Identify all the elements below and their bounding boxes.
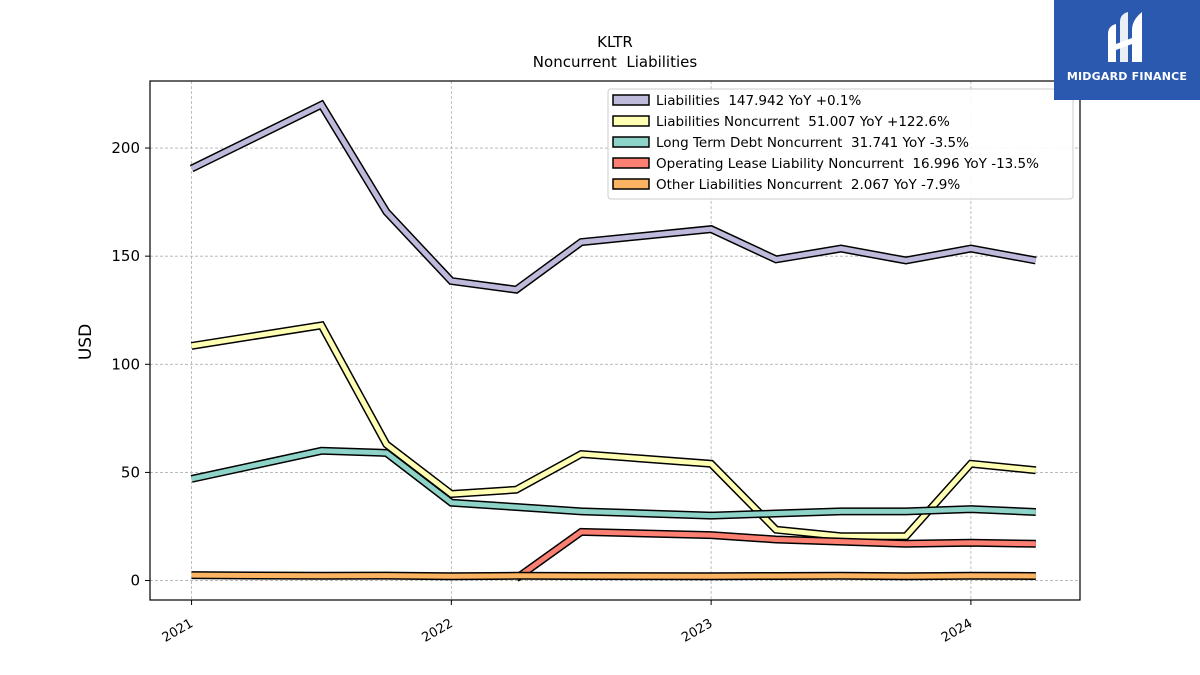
- series-line-outline: [190, 320, 1037, 541]
- series-line-fill: [514, 529, 1036, 581]
- series-line: [191, 571, 1036, 581]
- legend-entry: Other Liabilities Noncurrent 2.067 YoY -…: [656, 177, 960, 193]
- x-tick-label: 2021: [160, 616, 196, 646]
- x-tick-label: 2022: [420, 616, 456, 646]
- y-axis-label: USD: [76, 324, 96, 360]
- series-line: [190, 320, 1037, 541]
- brand-logo-text: MIDGARD FINANCE: [1066, 70, 1188, 83]
- y-tick-label: 150: [111, 247, 140, 265]
- midgard-logo-icon: [1108, 12, 1142, 62]
- x-tick-label: 2023: [679, 616, 715, 646]
- legend-entry: Operating Lease Liability Noncurrent 16.…: [656, 156, 1039, 172]
- series-line: [513, 527, 1036, 582]
- chart-subtitle: Noncurrent Liabilities: [533, 53, 698, 71]
- legend: Liabilities 147.942 YoY +0.1% Liabilities…: [607, 88, 1074, 200]
- series-line: [189, 99, 1037, 294]
- plot-frame: [149, 80, 1081, 601]
- legend-entry: Liabilities Noncurrent 51.007 YoY +122.6…: [656, 114, 950, 130]
- legend-box: [607, 88, 1074, 200]
- y-tick-label: 50: [121, 463, 140, 481]
- legend-entry: Liabilities 147.942 YoY +0.1%: [656, 93, 861, 109]
- y-tick-label: 0: [130, 572, 140, 590]
- series-line-fill: [191, 322, 1037, 539]
- series-line-fill: [190, 101, 1037, 293]
- legend-swatch: [612, 94, 650, 106]
- legend-entry: Long Term Debt Noncurrent 31.741 YoY -3.…: [656, 135, 969, 151]
- series-line-fill: [191, 448, 1036, 519]
- legend-swatch: [612, 157, 650, 169]
- series-line: [190, 446, 1037, 520]
- axis-ticks: 0 50 100 150 200 2021 2022 2023 2024: [111, 139, 975, 646]
- chart-title: KLTR: [597, 33, 633, 51]
- legend-swatch: [612, 178, 650, 190]
- legend-swatch: [612, 136, 650, 148]
- series-line-outline: [190, 446, 1037, 520]
- series-lines: [189, 99, 1037, 582]
- brand-logo: MIDGARD FINANCE: [1054, 0, 1200, 100]
- series-line-fill: [191, 572, 1036, 579]
- y-tick-label: 200: [111, 139, 140, 157]
- x-tick-label: 2024: [939, 616, 975, 646]
- y-tick-label: 100: [111, 355, 140, 373]
- legend-swatch: [612, 115, 650, 127]
